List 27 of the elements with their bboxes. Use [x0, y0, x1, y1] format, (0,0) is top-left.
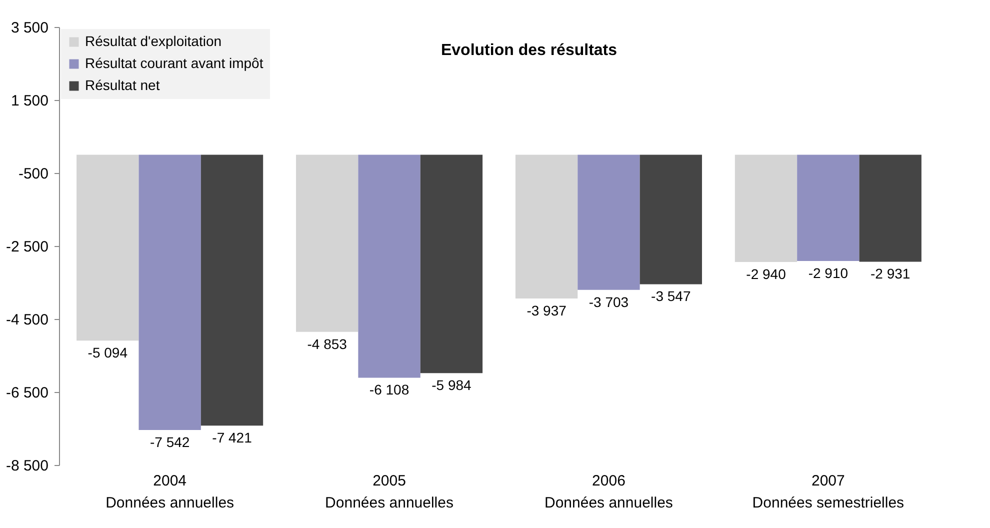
- legend-label: Résultat d'exploitation: [85, 33, 222, 49]
- y-tick-label: 3 500: [10, 20, 48, 36]
- data-label: -2 910: [808, 264, 848, 281]
- data-label: -5 094: [88, 344, 128, 361]
- data-label: -6 108: [369, 382, 410, 398]
- data-label: -4 853: [307, 336, 348, 352]
- data-label: -2 940: [746, 266, 786, 282]
- y-tick-label: -500: [18, 166, 48, 182]
- x-tick-label: 2006 Données annuelles: [544, 472, 673, 512]
- data-label: -3 703: [588, 294, 629, 310]
- legend-label: Résultat courant avant impôt: [85, 55, 264, 71]
- x-tick-label: 2004 Données annuelles: [106, 472, 234, 512]
- data-label: -3 937: [526, 302, 567, 318]
- y-tick-label: 1 500: [10, 92, 48, 110]
- data-label: -5 984: [432, 377, 472, 394]
- data-label: -7 421: [212, 430, 252, 446]
- legend-label: Résultat net: [85, 77, 160, 93]
- y-tick-label: -4 500: [6, 312, 48, 328]
- x-tick-label: 2007 Données semestrielles: [752, 472, 904, 512]
- x-tick-label: 2005 Données annuelles: [325, 472, 454, 512]
- data-label: -2 931: [870, 266, 910, 282]
- data-label: -3 547: [651, 288, 691, 304]
- y-tick-label: -2 500: [6, 238, 48, 256]
- data-label: -7 542: [150, 434, 190, 450]
- y-tick-label: -8 500: [6, 458, 48, 474]
- y-tick-label: -6 500: [6, 384, 48, 402]
- text: Evolution des résultats: [440, 42, 618, 59]
